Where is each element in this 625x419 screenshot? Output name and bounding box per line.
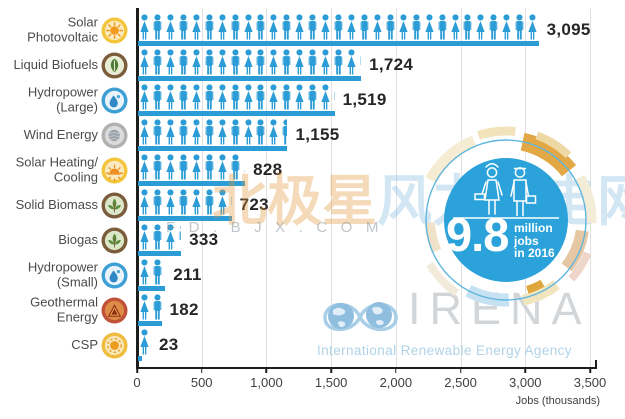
x-tick [395,369,397,373]
biomass-icon [101,192,128,219]
badge-subtext-line1: million [514,221,553,235]
pictogram-bar [138,49,362,81]
badge-headline: 9.8 [446,208,509,261]
x-tick-label: 500 [190,375,213,390]
irena-logo: IRENA International Renewable Energy Age… [314,284,614,368]
category-label: Wind Energy [23,126,98,142]
pictogram-bar [138,224,182,256]
bar-base [138,355,142,361]
person-icons [138,84,335,111]
bar-base [138,320,162,326]
x-tick [589,369,591,373]
x-tick [200,369,203,373]
pictogram-bar [138,189,232,221]
value-label: 723 [239,195,269,214]
pictogram-bar [138,294,162,326]
value-label: 333 [189,230,219,249]
irena-subtitle: International Renewable Energy Agency [317,343,572,358]
x-tick-label: 1,500 [314,375,348,390]
value-label: 1,155 [295,125,340,144]
value-label: 211 [173,265,202,284]
person-icons [138,294,162,321]
solar-pv-icon [101,17,128,44]
biofuel-icon [101,52,128,79]
hydro-icon [101,87,128,114]
category-label: Solar Photovoltaic [27,14,98,44]
badge-ring-and-workers-icon [425,126,597,307]
category-label: Liquid Biofuels [13,56,98,72]
badge-subtext: million jobs in 2016 [514,222,555,260]
pictogram-bar [138,154,246,186]
pictogram-bar [138,259,166,291]
wind-icon [101,122,128,149]
x-tick-label: 2,000 [379,375,413,390]
x-tick-label: 3,500 [573,375,607,390]
value-label: 23 [159,335,179,354]
x-axis-line [136,366,597,369]
person-icons [138,329,151,356]
pictogram-bar [138,119,288,151]
x-tick [459,369,462,373]
x-tick-label: 0 [133,375,141,390]
person-icons [138,259,165,286]
x-axis-title: Jobs (thousands) [515,395,600,407]
x-tick-label: 2,500 [444,375,477,390]
x-tick-label: 1,000 [250,375,283,390]
x-tick [136,369,138,373]
gridline [590,8,591,367]
badge-subtext-line2: jobs [514,233,539,248]
category-label: Geothermal Energy [30,294,98,324]
bar-base [138,75,362,81]
gridline [395,8,397,367]
category-label: Hydropower (Large) [27,84,98,114]
bar-base [138,215,232,221]
x-tick [330,369,332,373]
pictogram-bar [138,329,151,361]
category-label: Solid Biomass [15,196,98,212]
gridline [266,8,268,367]
csp-icon [101,332,128,359]
badge-subtext-line3: in 2016 [514,246,555,260]
value-label: 828 [253,160,283,179]
person-icons [138,14,539,41]
person-icons [138,119,288,146]
bar-base [138,145,288,151]
x-axis-end-tick [595,360,597,368]
person-icons [138,189,232,216]
category-label: Biogas [58,231,98,247]
geothermal-icon [101,297,128,324]
y-axis-line [136,8,139,368]
x-tick [524,369,527,373]
category-label: Hydropower (Small) [27,259,98,289]
value-label: 1,519 [342,90,387,109]
category-label: CSP [71,336,98,352]
bar-base [138,250,182,256]
pictogram-bar [138,84,335,116]
x-tick [265,369,268,373]
hydro-small-icon [101,262,128,289]
person-icons [138,224,182,251]
value-label: 182 [169,300,199,319]
bar-base [138,285,166,291]
bar-base [138,110,335,116]
total-jobs-badge: 9.8 million jobs in 2016 [396,110,616,330]
pictogram-bar [138,14,539,46]
person-icons [138,154,246,181]
biogas-icon [101,227,128,254]
irena-infinity-globes-icon [323,302,398,332]
person-icons [138,49,362,76]
bar-base [138,40,539,46]
value-label: 3,095 [546,20,591,39]
bar-base [138,180,246,186]
gridline [201,8,203,367]
solar-heat-icon [101,157,128,184]
value-label: 1,724 [369,55,414,74]
gridline [331,8,333,367]
x-tick-label: 3,000 [509,375,542,390]
category-label: Solar Heating/ Cooling [15,154,98,184]
